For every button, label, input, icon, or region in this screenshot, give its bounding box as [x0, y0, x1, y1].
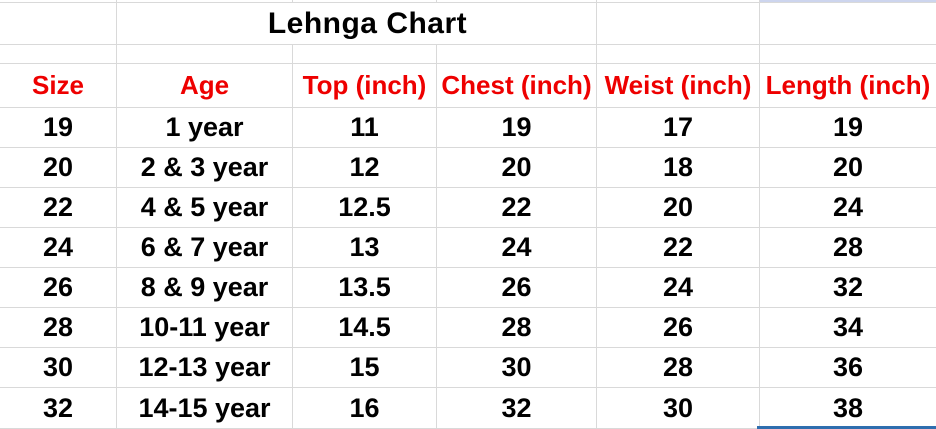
empty-cell[interactable]	[760, 45, 936, 64]
empty-cell[interactable]	[0, 45, 117, 64]
column-header-chest[interactable]: Chest (inch)	[437, 64, 597, 108]
data-cell[interactable]: 20	[760, 148, 936, 188]
sliver-cell-selected[interactable]	[760, 0, 936, 3]
data-cell[interactable]: 19	[760, 108, 936, 148]
data-cell[interactable]: 36	[760, 348, 936, 388]
title-row-empty-cell[interactable]	[760, 3, 936, 45]
sheet-title[interactable]: Lehnga Chart	[117, 3, 597, 45]
data-cell[interactable]: 28	[0, 308, 117, 348]
data-cell[interactable]: 24	[437, 228, 597, 268]
data-cell[interactable]: 24	[597, 268, 760, 308]
data-cell[interactable]: 16	[293, 388, 437, 429]
data-cell[interactable]: 1 year	[117, 108, 293, 148]
data-cell[interactable]: 11	[293, 108, 437, 148]
column-header-age[interactable]: Age	[117, 64, 293, 108]
data-cell[interactable]: 12-13 year	[117, 348, 293, 388]
data-cell[interactable]: 19	[0, 108, 117, 148]
data-cell[interactable]: 32	[437, 388, 597, 429]
data-cell[interactable]: 38	[760, 388, 936, 429]
data-cell[interactable]: 32	[760, 268, 936, 308]
column-header-top[interactable]: Top (inch)	[293, 64, 437, 108]
sliver-cell[interactable]	[117, 0, 293, 3]
data-cell[interactable]: 13	[293, 228, 437, 268]
title-row-empty-cell[interactable]	[0, 3, 117, 45]
data-cell[interactable]: 4 & 5 year	[117, 188, 293, 228]
data-cell[interactable]: 32	[0, 388, 117, 429]
empty-cell[interactable]	[437, 45, 597, 64]
data-cell[interactable]: 6 & 7 year	[117, 228, 293, 268]
sliver-cell[interactable]	[0, 0, 117, 3]
data-cell[interactable]: 8 & 9 year	[117, 268, 293, 308]
data-cell[interactable]: 28	[437, 308, 597, 348]
data-cell[interactable]: 30	[437, 348, 597, 388]
empty-cell[interactable]	[597, 45, 760, 64]
data-cell[interactable]: 26	[0, 268, 117, 308]
column-header-weist[interactable]: Weist (inch)	[597, 64, 760, 108]
data-cell[interactable]: 20	[597, 188, 760, 228]
data-cell[interactable]: 26	[597, 308, 760, 348]
data-cell[interactable]: 17	[597, 108, 760, 148]
sliver-cell[interactable]	[293, 0, 437, 3]
data-cell[interactable]: 14-15 year	[117, 388, 293, 429]
data-cell[interactable]: 20	[0, 148, 117, 188]
data-cell[interactable]: 28	[597, 348, 760, 388]
data-cell[interactable]: 34	[760, 308, 936, 348]
data-cell[interactable]: 15	[293, 348, 437, 388]
data-cell[interactable]: 22	[437, 188, 597, 228]
data-cell[interactable]: 2 & 3 year	[117, 148, 293, 188]
column-header-size[interactable]: Size	[0, 64, 117, 108]
data-cell[interactable]: 12.5	[293, 188, 437, 228]
empty-cell[interactable]	[117, 45, 293, 64]
sliver-cell[interactable]	[437, 0, 597, 3]
data-cell[interactable]: 30	[0, 348, 117, 388]
sliver-cell[interactable]	[597, 0, 760, 3]
data-cell[interactable]: 20	[437, 148, 597, 188]
empty-cell[interactable]	[293, 45, 437, 64]
data-cell[interactable]: 30	[597, 388, 760, 429]
data-cell[interactable]: 13.5	[293, 268, 437, 308]
column-header-length[interactable]: Length (inch)	[760, 64, 936, 108]
data-cell[interactable]: 22	[597, 228, 760, 268]
data-cell[interactable]: 24	[760, 188, 936, 228]
data-cell[interactable]: 18	[597, 148, 760, 188]
data-cell[interactable]: 14.5	[293, 308, 437, 348]
title-row-empty-cell[interactable]	[597, 3, 760, 45]
data-cell[interactable]: 28	[760, 228, 936, 268]
data-cell[interactable]: 10-11 year	[117, 308, 293, 348]
data-cell[interactable]: 26	[437, 268, 597, 308]
data-cell[interactable]: 12	[293, 148, 437, 188]
selection-border-bottom	[757, 426, 936, 429]
data-cell[interactable]: 24	[0, 228, 117, 268]
data-cell[interactable]: 19	[437, 108, 597, 148]
data-cell[interactable]: 22	[0, 188, 117, 228]
